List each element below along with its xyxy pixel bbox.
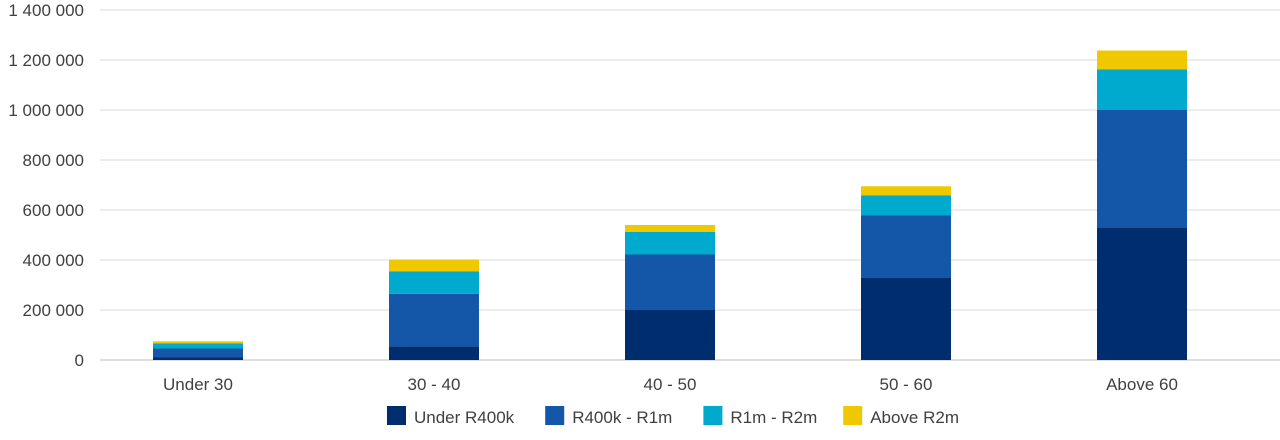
x-tick-label: 50 - 60 [880,375,933,394]
bar-segment-0-0 [153,357,243,360]
legend-swatch [703,406,723,425]
y-tick-label: 1 000 000 [8,101,84,120]
y-axis: 0 200 000 400 000 600 000 800 000 1 000 000 1 … [8,1,84,370]
bar-segment-0-2 [625,310,715,360]
bar-segment-3-1 [389,259,479,272]
x-tick-label: 40 - 50 [644,375,697,394]
bar-segment-3-4 [1097,50,1187,70]
y-tick-label: 400 000 [23,251,84,270]
bar-segment-1-2 [625,254,715,310]
x-tick-label: Under 30 [163,375,233,394]
y-tick-label: 0 [75,351,84,370]
bar-segment-3-3 [861,186,951,196]
legend-swatch [387,406,406,425]
bar-segment-1-3 [861,215,951,278]
bar-segment-1-1 [389,293,479,347]
bar-segment-0-4 [1097,228,1187,360]
x-tick-label: 30 - 40 [408,375,461,394]
bar-segment-2-4 [1097,69,1187,110]
bar-segment-0-3 [861,278,951,360]
legend-label: Above R2m [870,408,959,427]
x-axis: Under 30 30 - 40 40 - 50 50 - 60 Above 60 [163,375,1178,394]
y-tick-label: 600 000 [23,201,84,220]
bar-segment-1-4 [1097,110,1187,228]
y-tick-label: 800 000 [23,151,84,170]
bar-segment-3-0 [153,341,243,344]
legend-label: Under R400k [414,408,515,427]
bar-segment-2-1 [389,271,479,294]
bars [153,50,1187,360]
bar-segment-2-0 [153,343,243,349]
legend-swatch [843,406,863,425]
bar-segment-2-2 [625,232,715,255]
bar-segment-1-0 [153,348,243,358]
bar-segment-2-3 [861,195,951,216]
y-tick-label: 1 200 000 [8,51,84,70]
y-tick-label: 1 400 000 [8,1,84,20]
bar-segment-0-1 [389,346,479,360]
x-tick-label: Above 60 [1106,375,1178,394]
legend-swatch [545,406,565,425]
bar-segment-3-2 [625,225,715,232]
y-tick-label: 200 000 [23,301,84,320]
legend-label: R400k - R1m [572,408,672,427]
legend-label: R1m - R2m [730,408,817,427]
legend: Under R400k R400k - R1m R1m - R2m Above R2m [387,406,959,427]
